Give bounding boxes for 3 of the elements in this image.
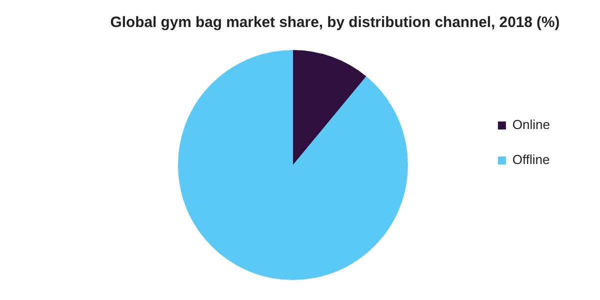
- legend-label: Online: [512, 117, 550, 132]
- chart-title: Global gym bag market share, by distribution channel, 2018 (%): [110, 14, 560, 32]
- legend-label: Offline: [512, 152, 550, 168]
